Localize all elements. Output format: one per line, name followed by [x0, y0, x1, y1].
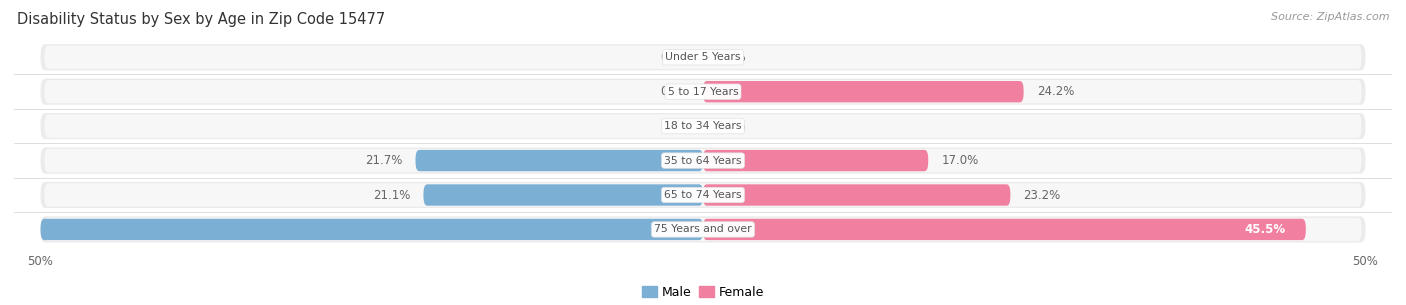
FancyBboxPatch shape: [45, 183, 1361, 207]
FancyBboxPatch shape: [45, 218, 1361, 241]
Text: Disability Status by Sex by Age in Zip Code 15477: Disability Status by Sex by Age in Zip C…: [17, 12, 385, 27]
Text: Source: ZipAtlas.com: Source: ZipAtlas.com: [1271, 12, 1389, 22]
Text: 21.7%: 21.7%: [366, 154, 402, 167]
Text: 21.1%: 21.1%: [373, 188, 411, 202]
Text: 65 to 74 Years: 65 to 74 Years: [664, 190, 742, 200]
FancyBboxPatch shape: [41, 219, 703, 240]
Text: 0.0%: 0.0%: [716, 120, 745, 133]
Text: 5 to 17 Years: 5 to 17 Years: [668, 87, 738, 97]
FancyBboxPatch shape: [45, 45, 1361, 69]
Text: 0.0%: 0.0%: [716, 51, 745, 64]
FancyBboxPatch shape: [45, 114, 1361, 138]
FancyBboxPatch shape: [423, 184, 703, 206]
Text: 17.0%: 17.0%: [942, 154, 979, 167]
Text: Under 5 Years: Under 5 Years: [665, 52, 741, 62]
FancyBboxPatch shape: [703, 184, 1011, 206]
Text: 23.2%: 23.2%: [1024, 188, 1062, 202]
Text: 0.0%: 0.0%: [661, 120, 690, 133]
FancyBboxPatch shape: [45, 80, 1361, 103]
FancyBboxPatch shape: [41, 148, 1365, 174]
FancyBboxPatch shape: [703, 81, 1024, 102]
FancyBboxPatch shape: [703, 219, 1306, 240]
Legend: Male, Female: Male, Female: [637, 281, 769, 304]
FancyBboxPatch shape: [703, 150, 928, 171]
Text: 45.5%: 45.5%: [1244, 223, 1286, 236]
Text: 0.0%: 0.0%: [661, 51, 690, 64]
Text: 35 to 64 Years: 35 to 64 Years: [664, 156, 742, 166]
FancyBboxPatch shape: [41, 113, 1365, 139]
FancyBboxPatch shape: [41, 182, 1365, 208]
Text: 50.0%: 50.0%: [683, 223, 724, 236]
Text: 75 Years and over: 75 Years and over: [654, 224, 752, 235]
FancyBboxPatch shape: [41, 44, 1365, 70]
Text: 24.2%: 24.2%: [1036, 85, 1074, 98]
FancyBboxPatch shape: [41, 79, 1365, 105]
FancyBboxPatch shape: [45, 149, 1361, 172]
Text: 0.0%: 0.0%: [661, 85, 690, 98]
Text: 18 to 34 Years: 18 to 34 Years: [664, 121, 742, 131]
FancyBboxPatch shape: [416, 150, 703, 171]
FancyBboxPatch shape: [41, 216, 1365, 242]
